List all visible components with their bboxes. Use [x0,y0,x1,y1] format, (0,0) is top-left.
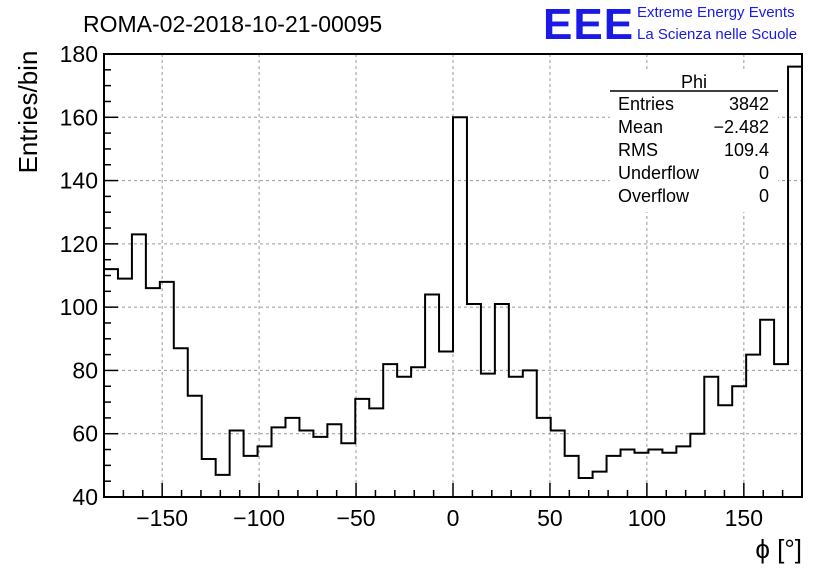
y-tick-label: 140 [60,168,98,194]
stats-rows: Entries 3842 Mean −2.482 RMS 109.4 Underflow 0 O… [618,94,769,206]
x-tick-label: −150 [136,505,188,531]
stats-name: Phi [681,72,707,92]
x-tick-label: 50 [537,505,563,531]
y-tick-label: 60 [72,421,98,447]
y-tick-label: 120 [60,231,98,257]
y-axis-label: Entries/bin [13,51,43,174]
stats-row-label: Entries [618,94,674,114]
logo: EEE Extreme Energy Events La Scienza nel… [543,0,797,49]
x-tick-label: 100 [628,505,666,531]
stats-row-value: −2.482 [713,117,769,137]
x-tick-label: 150 [725,505,763,531]
histogram-outline [104,65,803,497]
stats-box-background [610,72,778,212]
axis-ticks [103,53,803,498]
stats-row-value: 0 [759,163,769,183]
stats-row-value: 3842 [729,94,769,114]
stats-row-label: Underflow [618,163,700,183]
chart-title: ROMA-02-2018-10-21-00095 [83,11,382,37]
stats-row-label: RMS [618,140,658,160]
x-axis-label: ϕ [°] [755,534,802,564]
stats-row-label: Overflow [618,186,690,206]
logo-line-1: Extreme Energy Events [637,4,795,21]
y-tick-label: 160 [60,104,98,130]
stats-row-value: 0 [759,186,769,206]
stats-row-label: Mean [618,117,663,137]
y-tick-label: 180 [60,41,98,67]
y-tick-label: 40 [72,484,98,510]
stats-box: Phi Entries 3842 Mean −2.482 RMS 109.4 Underfl… [610,72,778,212]
x-tick-label: −100 [233,505,285,531]
logo-mark: EEE [543,0,634,49]
x-tick-label: 0 [447,505,460,531]
logo-line-2: La Scienza nelle Scuole [637,26,797,43]
x-tick-label: −50 [337,505,376,531]
tick-labels: −150 −100 −50 0 50 100 150 40 60 80 100 120 140 160 18… [60,41,763,531]
y-tick-label: 100 [60,294,98,320]
stats-row-value: 109.4 [724,140,769,160]
y-tick-label: 80 [72,357,98,383]
